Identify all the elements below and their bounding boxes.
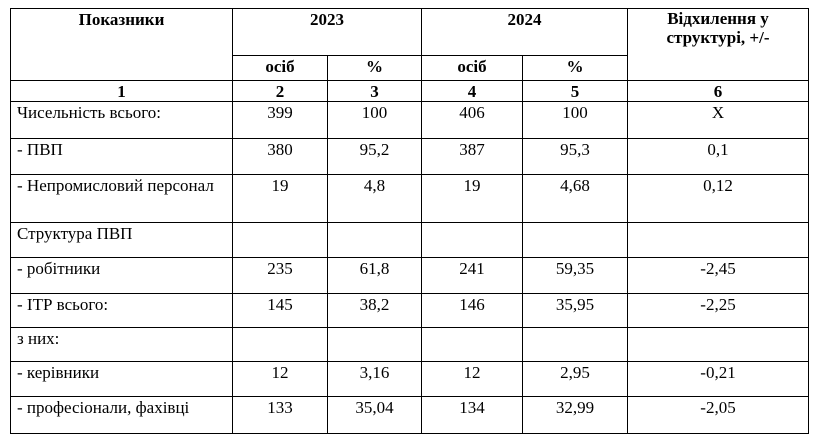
table-cell: 3 [327,80,422,102]
table-cell: 59,35 [522,257,628,294]
table-cell [421,327,523,362]
table-cell: 1 [10,80,233,102]
table-cell: -0,21 [627,361,809,397]
table-row: Структура ПВП [10,222,809,258]
table-cell [327,327,422,362]
table-cell [232,327,328,362]
table-cell: Структура ПВП [10,222,233,258]
table-cell: 406 [421,101,523,139]
table-cell: осіб [421,55,523,81]
table-cell: - професіонали, фахівці [10,396,233,434]
table-cell: 0,12 [627,174,809,223]
table-cell: 146 [421,293,523,328]
table-cell: - робітники [10,257,233,294]
table-cell: 235 [232,257,328,294]
table-cell: 19 [232,174,328,223]
table-cell: Х [627,101,809,139]
table-cell: 100 [522,101,628,139]
table-cell: 399 [232,101,328,139]
header-cell: 2023 [232,8,422,56]
table-cell: 38,2 [327,293,422,328]
table-cell: 0,1 [627,138,809,175]
header-cell: Показники [10,8,233,81]
data-table: Показники 2023 2024 Відхилення у структу… [10,8,809,434]
table-cell: % [327,55,422,81]
table-cell [522,222,628,258]
table-cell: - керівники [10,361,233,397]
table-cell: -2,25 [627,293,809,328]
table-cell: - ПВП [10,138,233,175]
table-cell: 5 [522,80,628,102]
table-cell: % [522,55,628,81]
table-cell: 100 [327,101,422,139]
table-cell: 6 [627,80,809,102]
table-row: - професіонали, фахівці 133 35,04 134 32,99-… [10,396,809,434]
table-cell: 12 [232,361,328,397]
table-row: Чисельність всього: 399 100 406 100 Х [10,101,809,139]
table-cell: 4,68 [522,174,628,223]
table-cell: 134 [421,396,523,434]
table-cell: -2,05 [627,396,809,434]
table-cell: 2,95 [522,361,628,397]
table-cell: осіб [232,55,328,81]
table-cell [327,222,422,258]
header-cell: 2024 [421,8,628,56]
table-row: - керівники 12 3,16 12 2,95 -0,21 [10,361,809,397]
table-cell: 19 [421,174,523,223]
table-cell: 12 [421,361,523,397]
header-row: осіб% осіб% [11,55,809,81]
table-cell: -2,45 [627,257,809,294]
table-row: з них: [10,327,809,362]
table-row: - робітники 235 61,8 241 59,35 -2,45 [10,257,809,294]
table-cell: 95,2 [327,138,422,175]
table-row: - Непромисловий персонал 19 4,8 19 4,68 0,12 [10,174,809,223]
table-cell [522,327,628,362]
table-cell: 3,16 [327,361,422,397]
table-cell [421,222,523,258]
table-cell: 241 [421,257,523,294]
table-row: - ПВП 380 95,2 387 95,3 0,1 [10,138,809,175]
table-cell: 35,04 [327,396,422,434]
table-cell: - ІТР всього: [10,293,233,328]
table-cell [627,222,809,258]
table-cell: 32,99 [522,396,628,434]
table-cell: з них: [10,327,233,362]
table-cell [627,327,809,362]
table-cell: 61,8 [327,257,422,294]
table-cell [232,222,328,258]
table-cell: 145 [232,293,328,328]
table-cell: 133 [232,396,328,434]
header-cell: Відхилення у структурі, +/- [627,8,809,81]
table-row: - ІТР всього: 145 38,2 146 35,95 -2,25 [10,293,809,328]
table-cell: - Непромисловий персонал [10,174,233,223]
table-cell: 4,8 [327,174,422,223]
table-cell: 2 [232,80,328,102]
table-cell: Чисельність всього: [10,101,233,139]
table-cell: 95,3 [522,138,628,175]
table-cell: 35,95 [522,293,628,328]
table-cell: 387 [421,138,523,175]
table-cell: 4 [421,80,523,102]
table-cell: 380 [232,138,328,175]
